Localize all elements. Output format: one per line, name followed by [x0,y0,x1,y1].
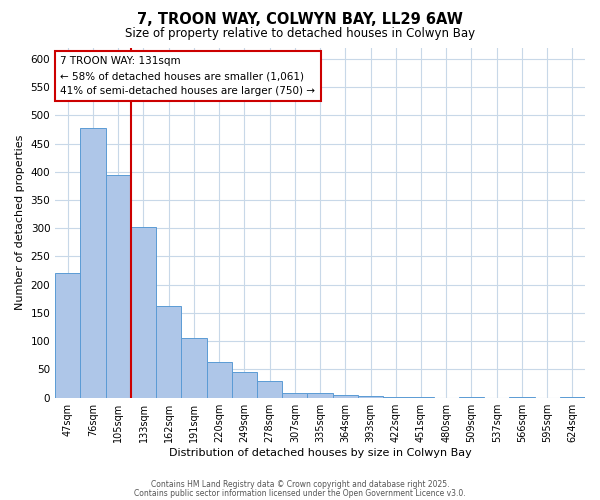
Text: Contains public sector information licensed under the Open Government Licence v3: Contains public sector information licen… [134,488,466,498]
Bar [55,274,80,398]
Text: Size of property relative to detached houses in Colwyn Bay: Size of property relative to detached ho… [125,28,475,40]
Bar [206,362,232,398]
Bar [156,306,181,398]
Bar [509,397,535,398]
Bar [80,128,106,398]
Bar [307,393,332,398]
Bar [106,174,131,398]
Text: Contains HM Land Registry data © Crown copyright and database right 2025.: Contains HM Land Registry data © Crown c… [151,480,449,489]
X-axis label: Distribution of detached houses by size in Colwyn Bay: Distribution of detached houses by size … [169,448,472,458]
Y-axis label: Number of detached properties: Number of detached properties [15,135,25,310]
Bar [257,381,282,398]
Bar [282,393,307,398]
Text: 7, TROON WAY, COLWYN BAY, LL29 6AW: 7, TROON WAY, COLWYN BAY, LL29 6AW [137,12,463,28]
Bar [358,396,383,398]
Bar [332,395,358,398]
Bar [383,397,409,398]
Bar [232,372,257,398]
Bar [459,397,484,398]
Text: 7 TROON WAY: 131sqm
← 58% of detached houses are smaller (1,061)
41% of semi-det: 7 TROON WAY: 131sqm ← 58% of detached ho… [61,56,316,96]
Bar [131,227,156,398]
Bar [560,397,585,398]
Bar [181,338,206,398]
Bar [409,397,434,398]
